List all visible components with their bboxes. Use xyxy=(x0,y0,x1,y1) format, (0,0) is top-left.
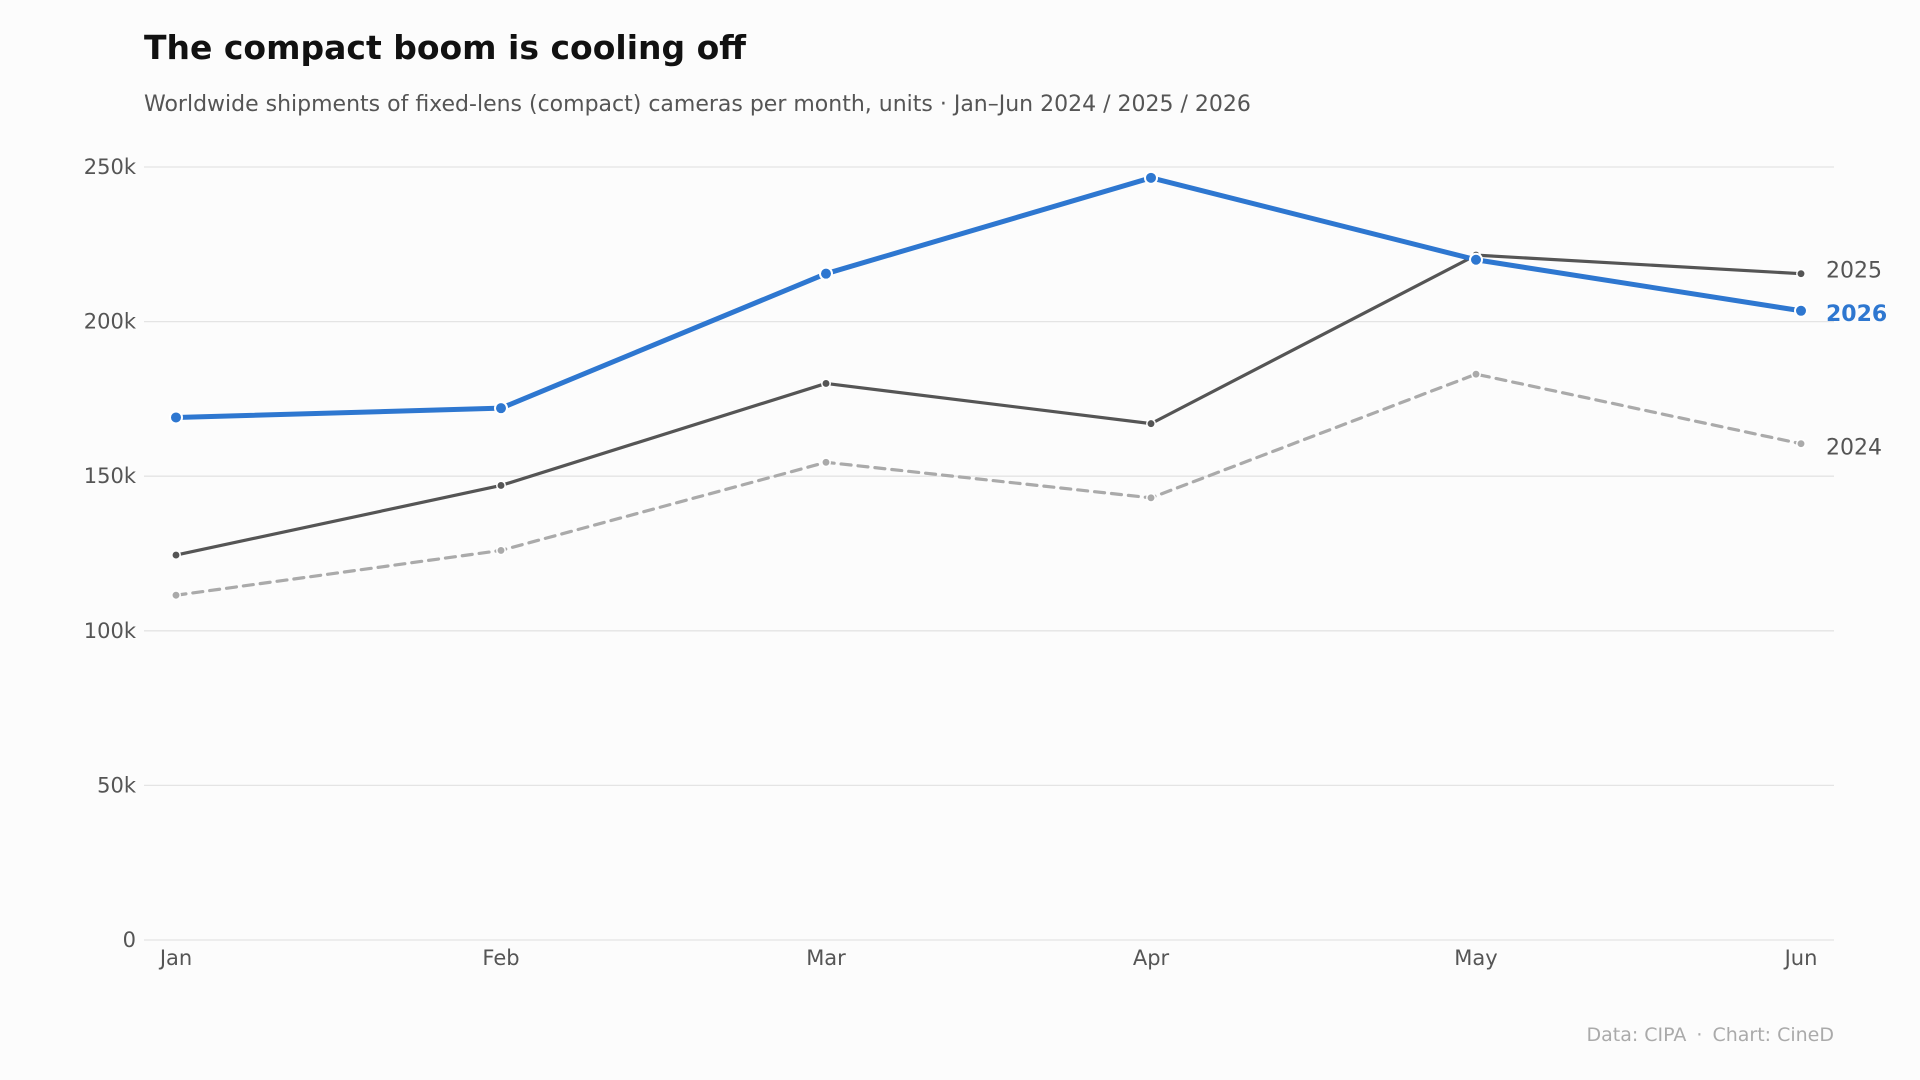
y-tick-label: 0 xyxy=(123,928,136,952)
gridlines xyxy=(144,166,1834,941)
data-source-label: Data: CIPA xyxy=(1586,1024,1687,1046)
data-point-2026 xyxy=(169,410,183,425)
y-tick-label: 200k xyxy=(84,310,137,334)
x-axis: Jan Feb Mar Apr May Jun xyxy=(158,946,1818,970)
data-point-2024 xyxy=(171,590,181,601)
data-point-2025 xyxy=(821,378,831,389)
series-labels: 2024 2025 2026 xyxy=(1826,259,1887,461)
series-line-2026 xyxy=(173,175,1804,420)
chart-credit-label: Chart: CineD xyxy=(1712,1024,1834,1046)
chart-title: The compact boom is cooling off xyxy=(144,28,747,67)
y-tick-label: 150k xyxy=(84,464,137,488)
x-tick-label: Feb xyxy=(482,946,519,970)
data-point-2024 xyxy=(1471,369,1481,380)
y-tick-label: 250k xyxy=(84,155,137,179)
data-point-2024 xyxy=(821,457,831,468)
data-point-2024 xyxy=(1146,492,1156,503)
y-axis: 0 50k 100k 150k 200k 250k xyxy=(84,155,137,952)
x-tick-label: May xyxy=(1454,946,1497,970)
data-point-2024 xyxy=(1796,438,1806,449)
y-tick-label: 100k xyxy=(84,619,137,643)
series-line-2024 xyxy=(174,372,1803,597)
series-label-2026: 2026 xyxy=(1826,302,1887,327)
series-label-2024: 2024 xyxy=(1826,436,1882,461)
source-note: Data: CIPA · Chart: CineD xyxy=(1586,1024,1834,1046)
series-lines xyxy=(169,170,1808,601)
series-2024 xyxy=(171,369,1806,601)
x-tick-label: Jan xyxy=(158,946,192,970)
data-point-2025 xyxy=(496,480,506,491)
data-point-2024 xyxy=(496,545,506,556)
data-point-2026 xyxy=(494,401,508,416)
source-separator: · xyxy=(1696,1024,1703,1046)
data-point-2025 xyxy=(1796,268,1806,279)
data-point-2026 xyxy=(1469,252,1483,267)
chart-subtitle: Worldwide shipments of fixed-lens (compa… xyxy=(144,92,1251,117)
series-label-2025: 2025 xyxy=(1826,259,1882,284)
series-2026 xyxy=(169,170,1808,425)
series-2025 xyxy=(171,250,1806,560)
data-point-2026 xyxy=(819,266,833,281)
y-tick-label: 50k xyxy=(97,773,137,797)
data-point-2025 xyxy=(1146,418,1156,429)
data-point-2026 xyxy=(1794,303,1808,318)
series-line-2025 xyxy=(174,253,1803,557)
data-point-2025 xyxy=(171,550,181,560)
x-tick-label: Apr xyxy=(1133,946,1170,970)
x-tick-label: Jun xyxy=(1783,946,1818,970)
data-point-2026 xyxy=(1144,170,1158,185)
x-tick-label: Mar xyxy=(806,946,846,970)
